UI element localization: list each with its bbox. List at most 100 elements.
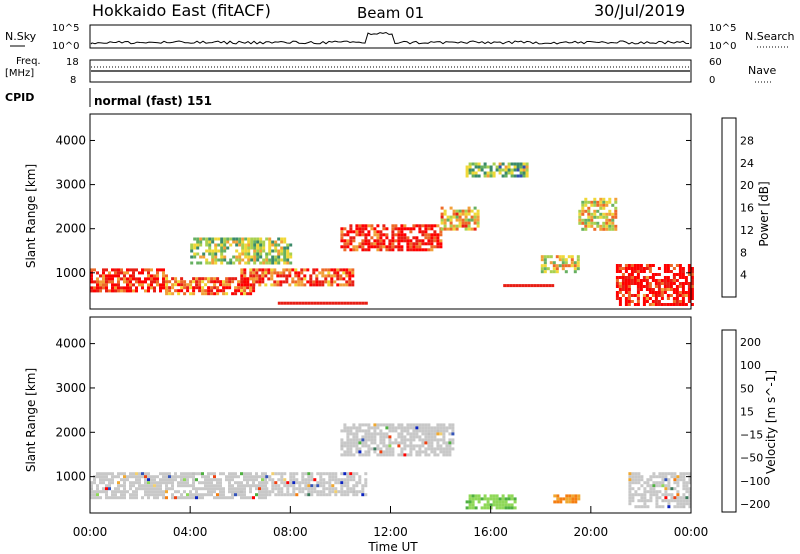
heatmap-cell bbox=[253, 237, 257, 241]
heatmap-cell bbox=[602, 200, 606, 204]
time-axis-label: Time UT bbox=[367, 540, 418, 554]
heatmap-cell bbox=[204, 283, 208, 287]
power-ylabel: Slant Range [km] bbox=[24, 164, 38, 268]
heatmap-cell bbox=[249, 487, 252, 491]
heatmap-cell bbox=[315, 268, 319, 272]
heatmap-cell bbox=[250, 240, 254, 244]
cpid-text: normal (fast) 151 bbox=[94, 94, 212, 108]
heatmap-cell bbox=[192, 493, 195, 497]
heatmap-cell bbox=[244, 261, 248, 265]
heatmap-cell bbox=[349, 444, 353, 448]
heatmap-cell bbox=[367, 453, 371, 457]
heatmap-cell bbox=[361, 444, 365, 448]
heatmap-cell bbox=[138, 280, 141, 284]
heatmap-cell bbox=[276, 271, 280, 275]
heatmap-cell bbox=[373, 233, 377, 237]
heatmap-cell bbox=[682, 478, 686, 482]
heatmap-cell bbox=[651, 276, 655, 279]
heatmap-cell bbox=[477, 165, 481, 169]
heatmap-cell bbox=[540, 255, 544, 259]
heatmap-cell bbox=[379, 453, 383, 457]
heatmap-cell bbox=[177, 292, 181, 296]
heatmap-cell bbox=[271, 481, 275, 485]
heatmap-cell bbox=[640, 499, 644, 503]
heatmap-cell bbox=[147, 286, 150, 290]
heatmap-cell bbox=[213, 478, 216, 482]
heatmap-cell bbox=[397, 423, 401, 427]
heatmap-cell bbox=[652, 493, 656, 497]
heatmap-cell bbox=[476, 221, 480, 225]
heatmap-cell bbox=[195, 490, 198, 494]
heatmap-cell bbox=[436, 242, 440, 246]
heatmap-cell bbox=[346, 438, 350, 442]
heatmap-cell bbox=[231, 280, 235, 284]
nave-tick-top: 60 bbox=[709, 57, 722, 68]
heatmap-cell bbox=[210, 490, 213, 494]
heatmap-cell bbox=[147, 283, 150, 287]
heatmap-cell bbox=[471, 494, 475, 498]
heatmap-cell bbox=[268, 237, 272, 241]
heatmap-cell bbox=[280, 249, 284, 253]
heatmap-cell bbox=[636, 294, 640, 297]
heatmap-cell bbox=[183, 286, 187, 290]
heatmap-cell bbox=[661, 478, 665, 482]
heatmap-cell bbox=[391, 423, 395, 427]
heatmap-cell bbox=[249, 475, 252, 479]
heatmap-cell bbox=[337, 478, 341, 482]
heatmap-cell bbox=[192, 475, 195, 479]
heatmap-cell bbox=[675, 303, 679, 306]
heatmap-cell bbox=[581, 218, 585, 222]
heatmap-cell bbox=[510, 494, 514, 498]
heatmap-cell bbox=[676, 490, 680, 494]
heatmap-cell bbox=[319, 484, 323, 488]
heatmap-cell bbox=[123, 289, 126, 293]
heatmap-cell bbox=[361, 239, 365, 243]
heatmap-cell bbox=[279, 271, 283, 275]
heatmap-cell bbox=[473, 227, 477, 231]
heatmap-cell bbox=[129, 493, 132, 497]
heatmap-cell bbox=[328, 478, 332, 482]
heatmap-cell bbox=[382, 224, 386, 228]
heatmap-cell bbox=[330, 268, 334, 272]
heatmap-cell bbox=[545, 284, 549, 288]
heatmap-cell bbox=[216, 286, 220, 290]
heatmap-cell bbox=[373, 426, 377, 430]
heatmap-cell bbox=[664, 484, 668, 488]
heatmap-cell bbox=[394, 426, 398, 430]
heatmap-cell bbox=[352, 484, 356, 488]
heatmap-cell bbox=[147, 478, 150, 482]
heatmap-cell bbox=[690, 273, 694, 276]
heatmap-cell bbox=[111, 475, 114, 479]
heatmap-cell bbox=[286, 252, 290, 256]
heatmap-cell bbox=[400, 230, 404, 234]
heatmap-cell bbox=[636, 267, 640, 270]
heatmap-cell bbox=[361, 438, 365, 442]
heatmap-cell bbox=[120, 484, 123, 488]
heatmap-cell bbox=[348, 268, 352, 272]
heatmap-cell bbox=[288, 274, 292, 278]
heatmap-cell bbox=[498, 171, 502, 175]
heatmap-cell bbox=[624, 282, 628, 285]
heatmap-cell bbox=[300, 271, 304, 275]
heatmap-cell bbox=[319, 478, 323, 482]
heatmap-cell bbox=[222, 490, 225, 494]
heatmap-cell bbox=[138, 487, 141, 491]
heatmap-cell bbox=[223, 249, 227, 253]
heatmap-cell bbox=[246, 283, 250, 287]
heatmap-cell bbox=[333, 268, 337, 272]
heatmap-cell bbox=[352, 301, 356, 305]
heatmap-cell bbox=[631, 499, 635, 503]
heatmap-cell bbox=[352, 444, 356, 448]
heatmap-cell bbox=[373, 423, 377, 427]
heatmap-cell bbox=[682, 502, 686, 506]
heatmap-cell bbox=[688, 490, 692, 494]
heatmap-cell bbox=[196, 252, 200, 256]
heatmap-cell bbox=[573, 264, 577, 268]
heatmap-cell bbox=[132, 496, 135, 500]
heatmap-cell bbox=[451, 441, 455, 445]
heatmap-cell bbox=[675, 285, 679, 288]
heatmap-cell bbox=[165, 280, 169, 284]
heatmap-cell bbox=[593, 221, 597, 225]
heatmap-cell bbox=[672, 282, 676, 285]
heatmap-cell bbox=[382, 444, 386, 448]
